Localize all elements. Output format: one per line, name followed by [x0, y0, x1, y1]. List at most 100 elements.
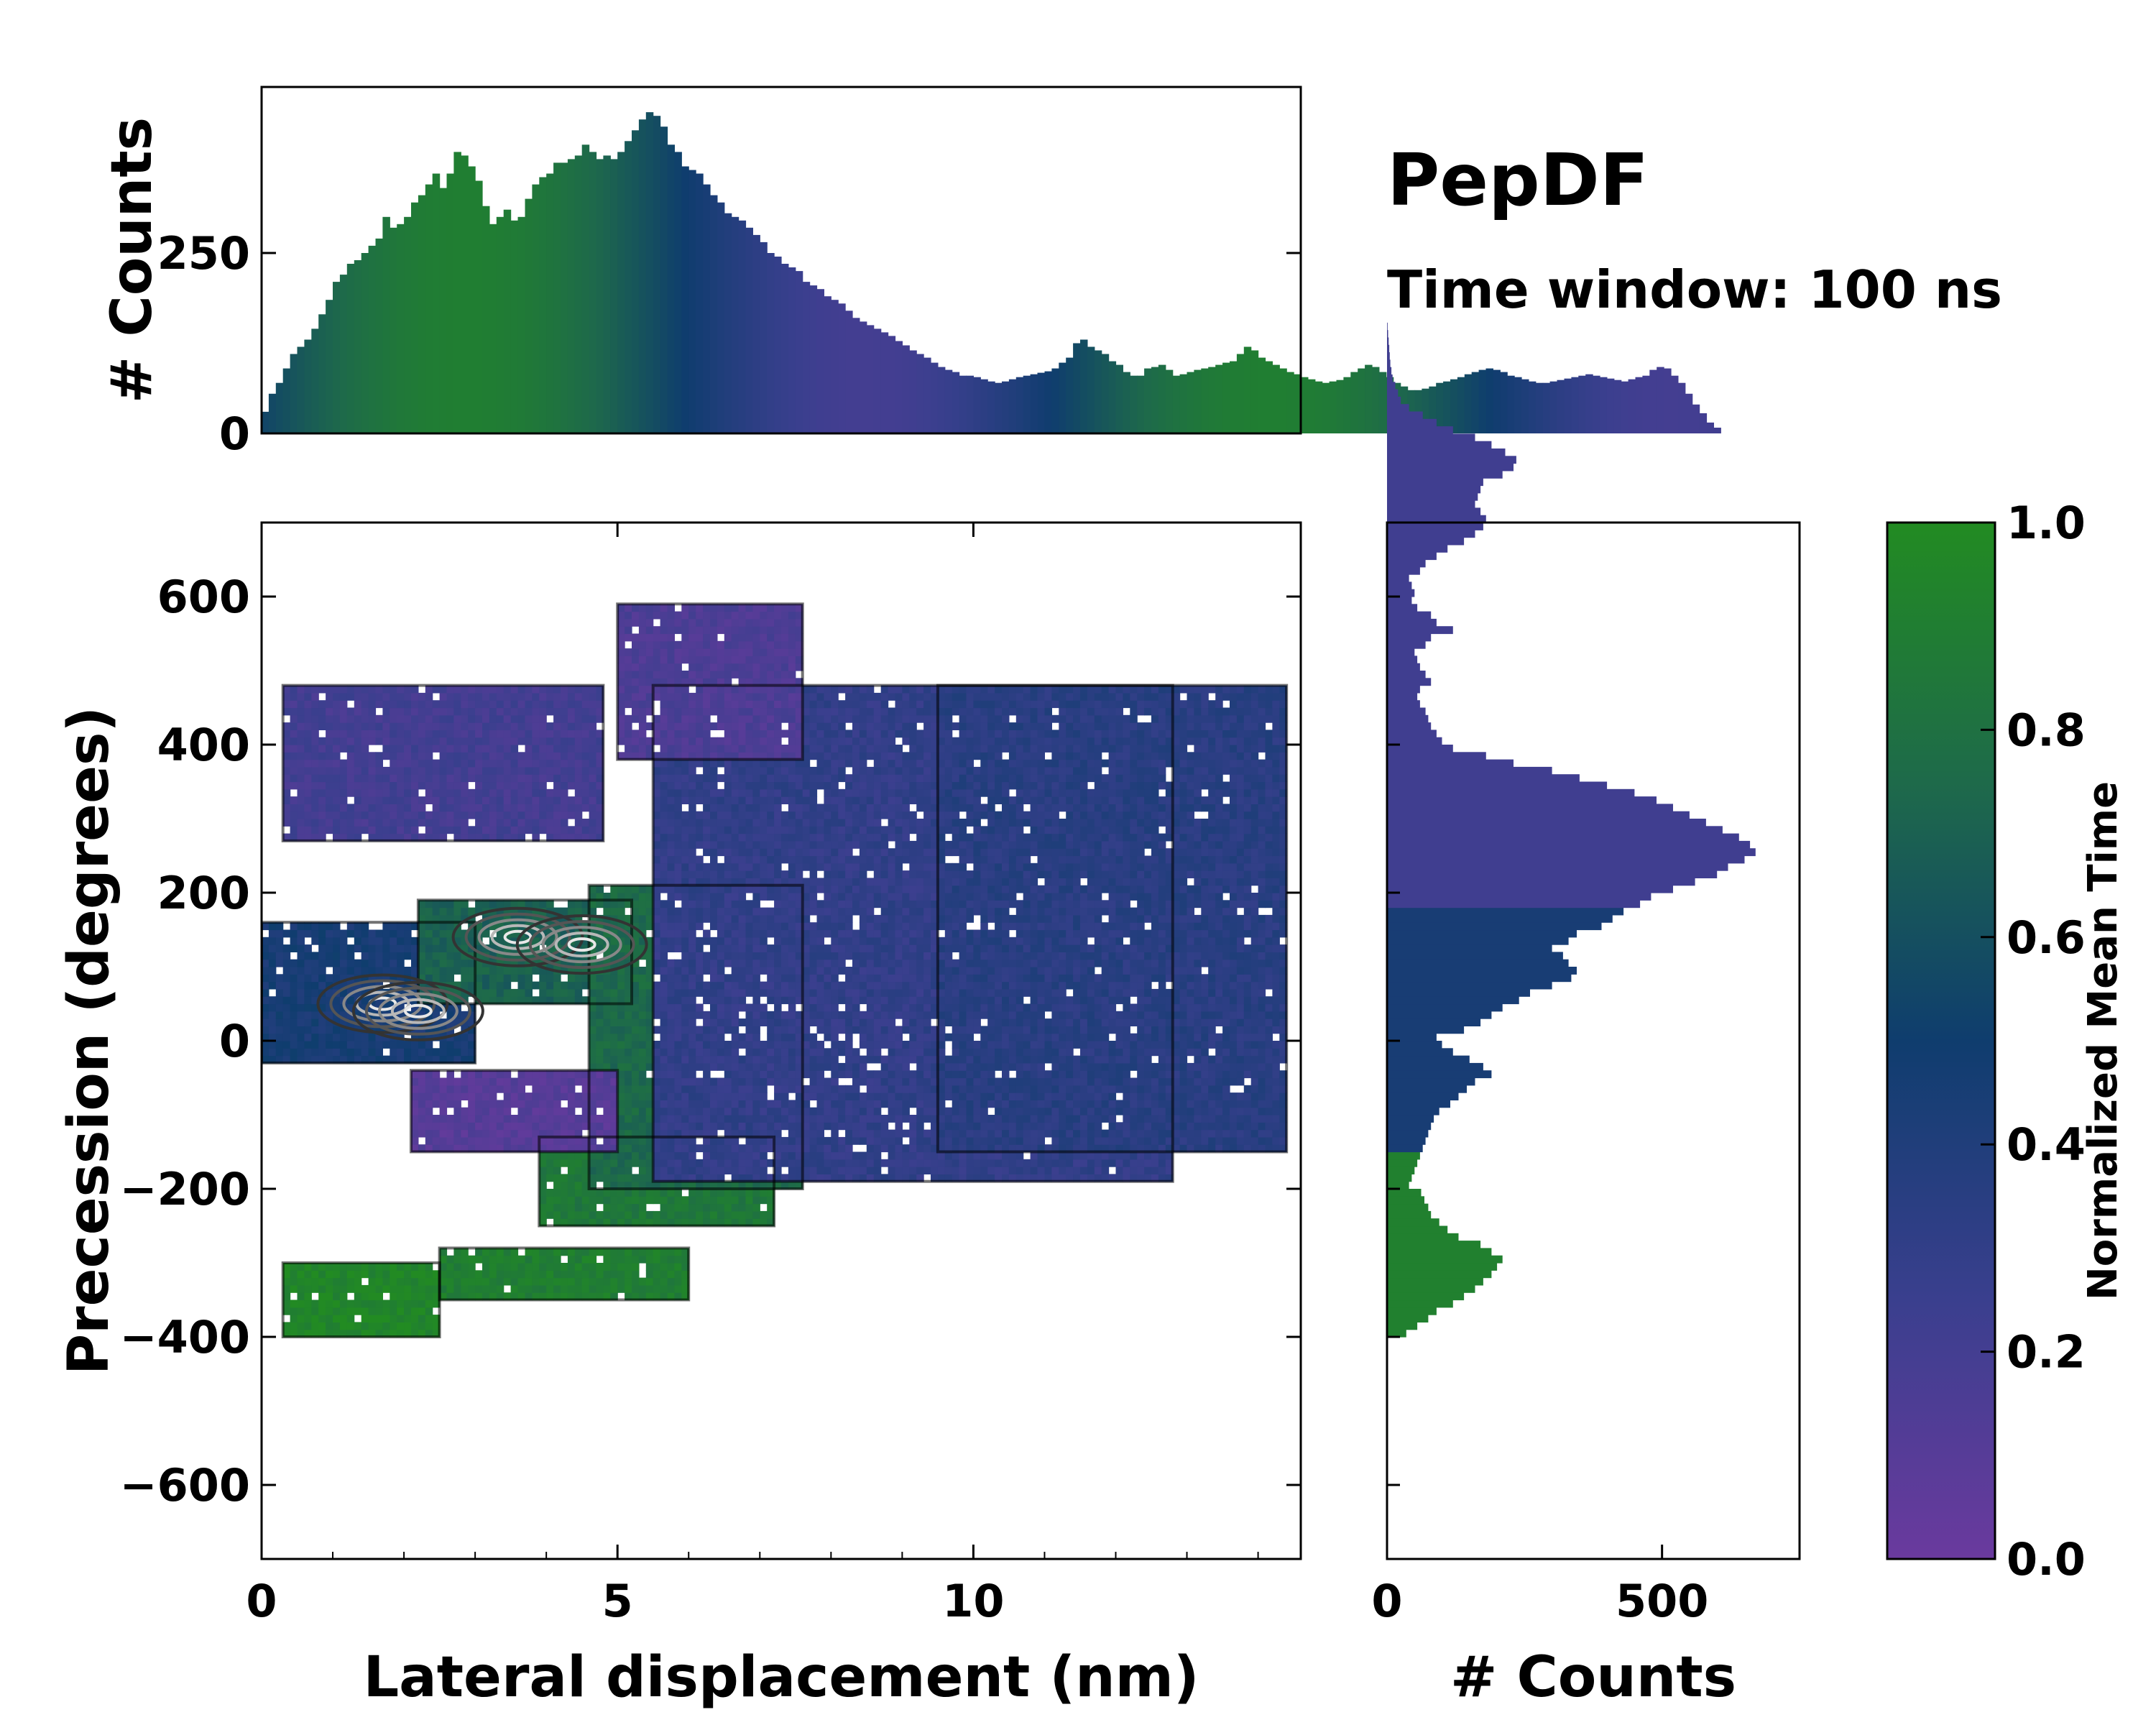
heatmap-cell	[745, 1136, 753, 1145]
heatmap-cell	[561, 1210, 568, 1219]
heatmap-cell	[425, 1122, 433, 1131]
heatmap-cell	[774, 907, 782, 916]
heatmap-cell	[475, 811, 483, 819]
heatmap-cell	[745, 855, 753, 864]
heatmap-cell	[710, 937, 718, 945]
heatmap-cell	[262, 996, 270, 1005]
heatmap-cell	[482, 1070, 490, 1079]
heatmap-cell	[546, 819, 554, 827]
heatmap-cell	[617, 1263, 625, 1271]
heatmap-cell	[610, 1011, 618, 1019]
heatmap-cell	[574, 1070, 583, 1079]
heatmap-cell	[553, 811, 561, 819]
heatmap-cell	[567, 900, 576, 908]
heatmap-cell	[724, 626, 732, 635]
heatmap-cell	[632, 745, 640, 753]
heatmap-cell	[326, 692, 333, 701]
top-histogram-bar	[461, 155, 469, 433]
heatmap-cell	[688, 1011, 696, 1019]
heatmap-cell	[617, 633, 625, 642]
heatmap-cell	[446, 811, 454, 819]
heatmap-cell	[710, 1151, 718, 1160]
heatmap-cell	[660, 907, 668, 916]
heatmap-cell	[617, 1248, 625, 1256]
heatmap-cell	[275, 952, 284, 960]
heatmap-cell	[290, 766, 298, 775]
heatmap-cell	[696, 974, 704, 983]
heatmap-cell	[774, 1041, 782, 1049]
heatmap-cell	[653, 1263, 661, 1271]
heatmap-cell	[275, 1055, 284, 1064]
heatmap-cell	[532, 826, 540, 834]
heatmap-cell	[681, 671, 689, 678]
heatmap-cell	[809, 722, 818, 730]
top-histogram-bar	[625, 141, 632, 434]
heatmap-cell	[326, 766, 333, 775]
heatmap-cell	[553, 1100, 561, 1108]
heatmap-cell	[297, 959, 305, 967]
heatmap-cell	[290, 1322, 298, 1330]
heatmap-cell	[418, 1122, 426, 1131]
heatmap-cell	[674, 1284, 682, 1293]
heatmap-cell	[461, 811, 469, 819]
heatmap-cell	[390, 952, 397, 960]
heatmap-cell	[632, 1248, 640, 1256]
heatmap-cell	[752, 678, 760, 686]
heatmap-cell	[745, 626, 753, 635]
heatmap-cell	[724, 862, 732, 871]
heatmap-cell	[311, 766, 319, 775]
heatmap-cell	[397, 1277, 405, 1286]
heatmap-cell	[418, 1070, 426, 1079]
heatmap-cell	[660, 1107, 668, 1116]
chart-title: PepDF	[1387, 138, 1649, 222]
heatmap-cell	[475, 922, 483, 931]
heatmap-cell	[603, 996, 611, 1005]
heatmap-cell	[610, 1062, 618, 1071]
heatmap-cell	[767, 974, 775, 983]
heatmap-cell	[660, 1277, 668, 1286]
heatmap-cell	[282, 929, 291, 938]
heatmap-cell	[596, 685, 604, 694]
heatmap-cell	[767, 907, 775, 916]
heatmap-cell	[453, 730, 461, 738]
heatmap-cell	[318, 737, 326, 745]
heatmap-cell	[710, 788, 718, 797]
heatmap-cell	[774, 819, 782, 827]
heatmap-cell	[703, 833, 711, 842]
heatmap-cell	[653, 1181, 661, 1190]
heatmap-cell	[710, 1011, 718, 1019]
heatmap-cell	[752, 922, 760, 931]
heatmap-cell	[311, 1048, 319, 1057]
heatmap-cell	[660, 781, 668, 790]
heatmap-cell	[610, 1277, 618, 1286]
heatmap-cell	[688, 752, 696, 760]
heatmap-cell	[767, 1018, 775, 1026]
heatmap-cell	[816, 1151, 824, 1160]
heatmap-cell	[439, 900, 448, 908]
heatmap-cell	[453, 692, 461, 701]
heatmap-cell	[589, 1174, 597, 1182]
heatmap-cell	[681, 1174, 689, 1182]
heatmap-cell	[475, 959, 483, 967]
heatmap-cell	[368, 1322, 377, 1330]
heatmap-cell	[645, 1033, 654, 1041]
heatmap-cell	[553, 1144, 561, 1153]
heatmap-cell	[411, 826, 419, 834]
heatmap-cell	[596, 900, 604, 908]
heatmap-cell	[361, 1315, 369, 1322]
heatmap-cell	[262, 959, 270, 967]
heatmap-cell	[411, 766, 419, 775]
heatmap-cell	[653, 819, 661, 827]
heatmap-cell	[446, 900, 454, 908]
heatmap-cell	[461, 804, 469, 812]
heatmap-cell	[660, 618, 668, 627]
heatmap-cell	[660, 1115, 668, 1123]
heatmap-cell	[546, 759, 554, 768]
top-histogram-bar	[1635, 377, 1643, 433]
heatmap-cell	[425, 1307, 433, 1315]
heatmap-cell	[638, 714, 647, 723]
heatmap-cell	[525, 1077, 533, 1086]
heatmap-cell	[525, 730, 533, 738]
heatmap-cell	[468, 811, 476, 819]
heatmap-cell	[561, 929, 568, 938]
